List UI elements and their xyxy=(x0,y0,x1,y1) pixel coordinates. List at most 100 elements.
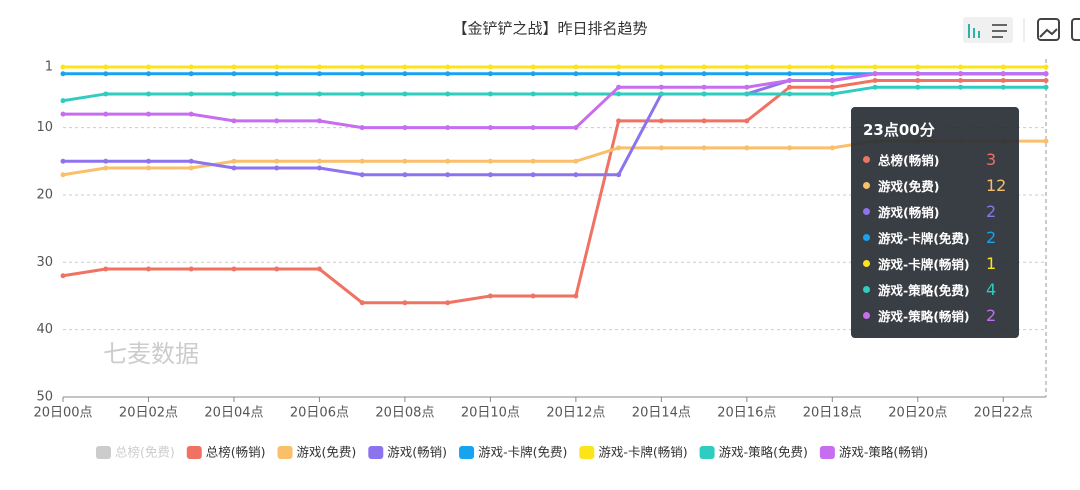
tooltip-value: 4 xyxy=(986,279,997,299)
data-point xyxy=(359,158,365,164)
data-point xyxy=(103,64,109,70)
tooltip-row: 游戏(畅销) 2 xyxy=(863,198,1007,224)
data-point xyxy=(744,64,750,70)
data-point xyxy=(274,165,280,171)
icon xyxy=(992,24,1007,26)
data-point xyxy=(872,64,878,70)
data-point xyxy=(487,293,493,299)
data-point xyxy=(402,64,408,70)
data-point xyxy=(701,71,707,77)
data-point xyxy=(145,111,151,117)
data-point xyxy=(445,71,451,77)
data-point xyxy=(316,266,322,272)
data-point xyxy=(829,71,835,77)
legend-label: 游戏-卡牌(免费) xyxy=(478,445,567,460)
x-tick-label: 20日14点 xyxy=(632,406,691,421)
data-point xyxy=(616,145,622,151)
data-point xyxy=(274,266,280,272)
data-point xyxy=(958,64,964,70)
tooltip-dot xyxy=(863,181,870,189)
more[interactable] xyxy=(1071,18,1080,41)
tooltip-value: 3 xyxy=(986,149,997,169)
data-point xyxy=(487,71,493,77)
data-point xyxy=(616,172,622,178)
data-point xyxy=(829,145,835,151)
data-point xyxy=(787,71,793,77)
data-point xyxy=(1043,64,1049,70)
data-point xyxy=(1000,64,1006,70)
data-point xyxy=(359,125,365,131)
data-point xyxy=(402,71,408,77)
data-point xyxy=(658,64,664,70)
data-point xyxy=(658,84,664,90)
data-point xyxy=(872,71,878,77)
data-point xyxy=(274,91,280,97)
data-point xyxy=(188,158,194,164)
data-point xyxy=(487,172,493,178)
data-point xyxy=(60,64,66,70)
data-point xyxy=(274,118,280,124)
data-point xyxy=(316,165,322,171)
x-tick-label: 20日12点 xyxy=(546,406,605,421)
legend-swatch xyxy=(277,446,293,459)
data-point xyxy=(445,172,451,178)
tooltip-name: 游戏-卡牌(免费) xyxy=(878,230,970,246)
data-point xyxy=(787,91,793,97)
data-point xyxy=(103,111,109,117)
tooltip-value: 2 xyxy=(986,305,997,325)
data-point xyxy=(701,118,707,124)
watermark: 七麦数据 xyxy=(103,340,199,368)
data-point xyxy=(316,158,322,164)
tooltip-name: 游戏-卡牌(畅销) xyxy=(878,256,970,272)
data-point xyxy=(1043,77,1049,83)
data-point xyxy=(445,91,451,97)
tooltip-dot xyxy=(863,233,870,241)
data-point xyxy=(787,145,793,151)
data-point xyxy=(829,64,835,70)
data-point xyxy=(487,158,493,164)
tooltip-name: 游戏(畅销) xyxy=(878,204,940,220)
data-point xyxy=(188,91,194,97)
data-point xyxy=(829,84,835,90)
tooltip-row: 游戏-卡牌(免费) 2 xyxy=(863,224,1007,250)
data-point xyxy=(231,118,237,124)
data-point xyxy=(188,64,194,70)
data-point xyxy=(573,158,579,164)
data-point xyxy=(274,71,280,77)
tooltip-dot xyxy=(863,285,870,293)
tooltip-dot xyxy=(863,155,870,163)
y-tick-label: 1 xyxy=(45,60,53,75)
data-point xyxy=(188,71,194,77)
tooltip-row: 游戏-策略(免费) 4 xyxy=(863,276,1007,302)
data-point xyxy=(530,158,536,164)
data-point xyxy=(573,91,579,97)
data-point xyxy=(60,71,66,77)
data-point xyxy=(316,64,322,70)
data-point xyxy=(145,91,151,97)
data-point xyxy=(1043,71,1049,77)
x-tick-label: 20日06点 xyxy=(290,406,349,421)
data-point xyxy=(445,125,451,131)
data-point xyxy=(787,77,793,83)
data-point xyxy=(60,172,66,178)
series-line xyxy=(63,72,1046,130)
data-point xyxy=(701,91,707,97)
data-point xyxy=(701,64,707,70)
data-point xyxy=(658,145,664,151)
data-point xyxy=(445,300,451,306)
data-point xyxy=(1000,77,1006,83)
save-image[interactable] xyxy=(1037,18,1060,41)
tooltip-name: 游戏(免费) xyxy=(878,178,940,194)
data-point xyxy=(316,71,322,77)
data-point xyxy=(1000,84,1006,90)
tooltip-row: 游戏(免费) 12 xyxy=(863,172,1007,198)
data-point xyxy=(188,165,194,171)
data-point xyxy=(359,172,365,178)
data-point xyxy=(915,64,921,70)
data-point xyxy=(359,71,365,77)
data-point xyxy=(231,71,237,77)
data-point xyxy=(487,125,493,131)
legend-swatch xyxy=(819,446,835,459)
data-point xyxy=(616,71,622,77)
toolbar[interactable] xyxy=(963,17,1080,43)
